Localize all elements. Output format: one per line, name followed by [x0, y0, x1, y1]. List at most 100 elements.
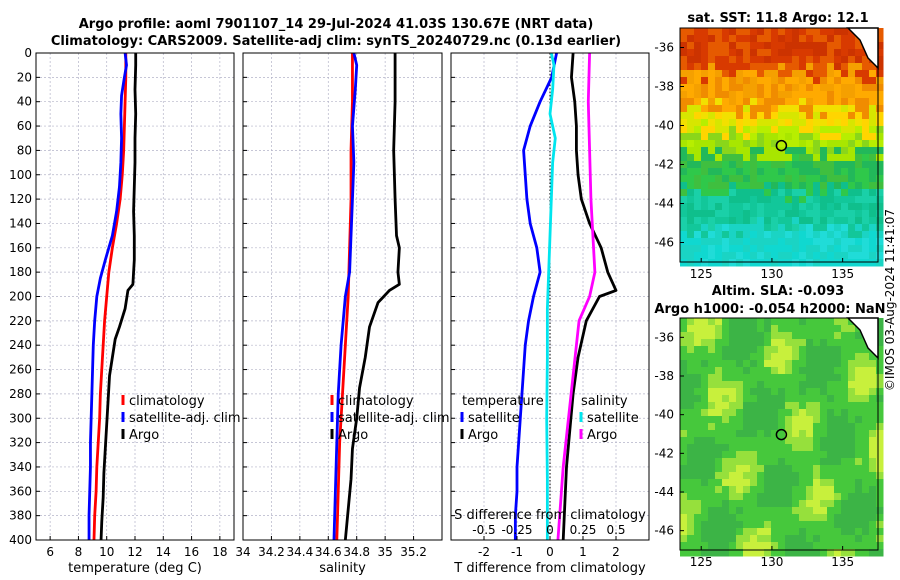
map-cell	[827, 388, 835, 396]
map-cell	[764, 472, 772, 480]
map-cell	[778, 140, 786, 148]
map-cell	[687, 381, 695, 389]
map-cell	[827, 56, 835, 64]
map-cell	[729, 63, 737, 71]
map-cell	[806, 140, 814, 148]
map-cell	[813, 346, 821, 354]
map-cell	[834, 105, 842, 113]
map-cell	[750, 486, 758, 494]
map-cell	[757, 182, 765, 190]
map-cell	[848, 423, 856, 431]
map-cell	[715, 444, 723, 452]
map-cell	[820, 196, 828, 204]
map-cell	[820, 332, 828, 340]
map-cell	[701, 465, 709, 473]
map-cell	[764, 402, 772, 410]
map-cell	[736, 339, 744, 347]
map-cell	[764, 105, 772, 113]
map-cell	[799, 112, 807, 120]
map-cell	[841, 500, 849, 508]
map-cell	[827, 381, 835, 389]
map-cell	[708, 318, 716, 326]
map-cell	[785, 91, 793, 99]
map-cell	[722, 35, 730, 43]
map-cell	[729, 231, 737, 239]
map-cell	[743, 203, 751, 211]
map-cell	[729, 430, 737, 438]
map-cell	[736, 126, 744, 134]
map-cell	[715, 245, 723, 253]
map-cell	[764, 521, 772, 529]
map-cell	[736, 388, 744, 396]
map-cell	[701, 402, 709, 410]
map-cell	[799, 70, 807, 78]
map-cell	[757, 395, 765, 403]
map-cell	[687, 182, 695, 190]
map-cell	[862, 388, 870, 396]
map-x-tick-label: 135	[831, 555, 854, 569]
map-cell	[771, 325, 779, 333]
map-cell	[848, 346, 856, 354]
map-cell	[820, 360, 828, 368]
map-cell	[876, 332, 884, 340]
map-cell	[869, 161, 877, 169]
map-cell	[785, 395, 793, 403]
map-cell	[876, 154, 884, 162]
map-cell	[813, 189, 821, 197]
map-cell	[715, 196, 723, 204]
map-cell	[764, 549, 772, 557]
map-cell	[785, 196, 793, 204]
map-cell	[694, 437, 702, 445]
map-cell	[855, 535, 863, 543]
map-cell	[820, 154, 828, 162]
map-cell	[729, 196, 737, 204]
map-cell	[813, 91, 821, 99]
map-cell	[827, 70, 835, 78]
map-cell	[708, 77, 716, 85]
map-cell	[736, 245, 744, 253]
map-cell	[799, 451, 807, 459]
map-cell	[834, 318, 842, 326]
map-cell	[778, 49, 786, 57]
map-cell	[806, 465, 814, 473]
map-cell	[876, 147, 884, 155]
map-cell	[806, 217, 814, 225]
series-line-s-satellite	[545, 52, 557, 540]
map-cell	[848, 360, 856, 368]
map-cell	[743, 189, 751, 197]
map-cell	[785, 210, 793, 218]
x-axis-label: temperature (deg C)	[68, 561, 202, 576]
map-cell	[680, 500, 688, 508]
map-cell	[827, 42, 835, 50]
map-cell	[708, 224, 716, 232]
map-cell	[785, 514, 793, 522]
map-cell	[736, 472, 744, 480]
map-cell	[778, 339, 786, 347]
map-cell	[813, 542, 821, 550]
map-cell	[813, 465, 821, 473]
map-cell	[680, 28, 688, 36]
map-cell	[792, 507, 800, 515]
map-cell	[841, 210, 849, 218]
map-cell	[834, 63, 842, 71]
map-cell	[813, 42, 821, 50]
map-cell	[722, 318, 730, 326]
map-cell	[834, 430, 842, 438]
map-cell	[855, 252, 863, 260]
x-tick-label: 8	[75, 545, 83, 559]
map-cell	[813, 259, 821, 267]
map-cell	[743, 182, 751, 190]
map-cell	[792, 210, 800, 218]
map-cell	[715, 549, 723, 557]
map-cell	[827, 486, 835, 494]
map-cell	[708, 56, 716, 64]
map-cell	[799, 458, 807, 466]
map-cell	[722, 500, 730, 508]
map-cell	[722, 430, 730, 438]
map-cell	[694, 63, 702, 71]
map-cell	[778, 259, 786, 267]
series-line-argo	[99, 53, 138, 541]
map-cell	[708, 465, 716, 473]
map-cell	[729, 437, 737, 445]
map-cell	[785, 245, 793, 253]
